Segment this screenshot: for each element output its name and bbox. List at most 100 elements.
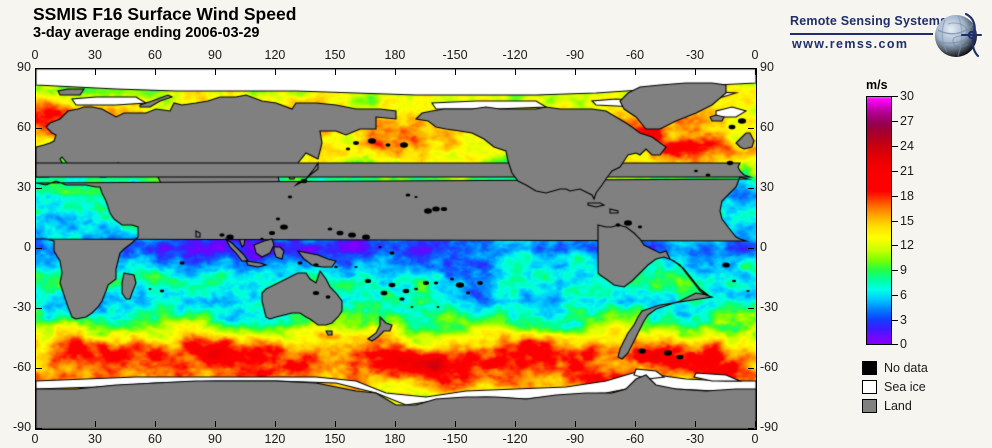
colorbar-tick-label: 6	[900, 288, 907, 303]
x-tick	[34, 421, 36, 427]
legend-item: Sea ice	[862, 377, 988, 396]
x-tick	[274, 69, 276, 75]
y-tick-label: -60	[760, 360, 779, 374]
x-tick-label: 150	[324, 48, 346, 62]
y-tick	[36, 247, 42, 249]
x-tick-label: -120	[502, 432, 528, 446]
colorbar-tick	[892, 245, 898, 247]
x-tick-label: 0	[751, 432, 759, 446]
x-tick	[754, 421, 756, 427]
x-tick-label: 180	[384, 48, 406, 62]
x-tick	[94, 69, 96, 75]
colorbar-tick-label: 27	[900, 113, 914, 128]
x-tick-label: 0	[31, 48, 39, 62]
colorbar-tick	[892, 295, 898, 297]
map-legend: No data Sea ice Land	[862, 358, 988, 415]
colorbar-tick-label: 21	[900, 163, 914, 178]
x-tick	[754, 69, 756, 75]
x-tick-label: 120	[264, 48, 286, 62]
x-tick	[34, 69, 36, 75]
colorbar-tick-label: 9	[900, 263, 907, 278]
x-tick	[214, 69, 216, 75]
colorbar-tick	[892, 270, 898, 272]
colorbar-tick-label: 18	[900, 188, 914, 203]
x-tick	[334, 421, 336, 427]
x-tick	[154, 69, 156, 75]
colorbar-tick	[892, 145, 898, 147]
colorbar-tick	[892, 170, 898, 172]
x-tick-label: -30	[686, 48, 705, 62]
y-tick-label: 90	[760, 60, 774, 74]
x-tick	[454, 421, 456, 427]
x-tick-label: -30	[686, 432, 705, 446]
y-tick-label: 0	[760, 240, 767, 254]
y-tick	[748, 247, 754, 249]
colorbar-tick	[892, 120, 898, 122]
y-tick	[36, 427, 42, 429]
y-tick-label: 60	[760, 120, 774, 134]
colorbar-gradient	[866, 96, 892, 345]
x-tick-label: -90	[566, 48, 585, 62]
x-tick-label: 0	[751, 48, 759, 62]
y-tick	[748, 187, 754, 189]
y-tick	[748, 367, 754, 369]
x-tick	[394, 69, 396, 75]
legend-swatch	[862, 379, 877, 394]
colorbar: 30 27 24 21 18 15 12 9 6 3 0	[866, 89, 914, 351]
rss-logo[interactable]: Remote Sensing Systems www.remss.com	[790, 12, 986, 64]
x-tick-label: -120	[502, 48, 528, 62]
x-tick-label: -150	[442, 432, 468, 446]
legend-item: No data	[862, 358, 988, 377]
x-tick	[514, 421, 516, 427]
x-tick-label: 30	[88, 48, 102, 62]
y-tick	[36, 187, 42, 189]
x-tick-label: 180	[384, 432, 406, 446]
y-tick	[748, 67, 754, 69]
colorbar-tick-label: 0	[900, 337, 907, 351]
x-tick	[154, 421, 156, 427]
colorbar-tick-label: 15	[900, 213, 914, 228]
x-tick	[94, 421, 96, 427]
x-tick-label: 0	[31, 432, 39, 446]
legend-label: Land	[884, 398, 912, 413]
colorbar-tick-label: 30	[900, 89, 914, 103]
x-tick-label: 150	[324, 432, 346, 446]
x-tick	[634, 421, 636, 427]
x-tick	[574, 69, 576, 75]
x-tick-label: 120	[264, 432, 286, 446]
y-tick-label: -30	[13, 300, 32, 314]
y-tick	[748, 127, 754, 129]
title-block: SSMIS F16 Surface Wind Speed 3-day avera…	[33, 4, 296, 42]
x-tick	[574, 421, 576, 427]
rss-website-url: www.remss.com	[792, 37, 909, 51]
y-tick-label: -90	[13, 420, 32, 434]
page-subtitle: 3-day average ending 2006-03-29	[33, 25, 260, 41]
x-tick-label: 60	[148, 48, 162, 62]
x-tick	[514, 69, 516, 75]
y-tick	[748, 307, 754, 309]
y-tick-label: 30	[760, 180, 774, 194]
x-tick	[634, 69, 636, 75]
x-tick	[454, 69, 456, 75]
colorbar-tick	[892, 96, 898, 97]
x-tick-label: 90	[208, 432, 222, 446]
y-tick	[36, 367, 42, 369]
legend-label: Sea ice	[884, 379, 926, 394]
x-tick	[394, 421, 396, 427]
y-tick-label: -60	[13, 360, 32, 374]
y-tick	[36, 67, 42, 69]
y-tick-label: -90	[760, 420, 779, 434]
wind-speed-heatmap	[36, 69, 756, 429]
legend-label: No data	[884, 360, 928, 375]
legend-swatch	[862, 398, 877, 413]
map-plot-area	[35, 68, 757, 430]
rss-company-name: Remote Sensing Systems	[790, 14, 948, 28]
y-tick	[748, 427, 754, 429]
page-title: SSMIS F16 Surface Wind Speed	[33, 4, 297, 24]
x-tick	[214, 421, 216, 427]
x-tick-label: 90	[208, 48, 222, 62]
y-tick	[36, 307, 42, 309]
x-tick	[334, 69, 336, 75]
colorbar-tick-label: 24	[900, 138, 914, 153]
colorbar-tick	[892, 220, 898, 222]
